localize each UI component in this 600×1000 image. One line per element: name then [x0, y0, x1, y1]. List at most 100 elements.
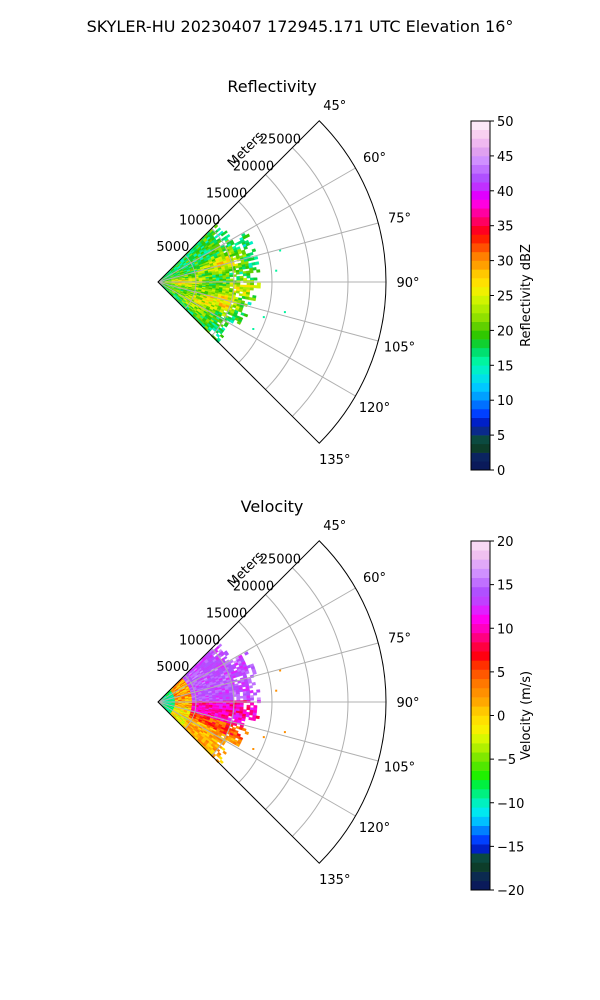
radial-tick-label: 20000	[233, 160, 274, 175]
figure-suptitle: SKYLER-HU 20230407 172945.171 UTC Elevat…	[87, 17, 514, 36]
data-bin	[235, 290, 240, 294]
data-bin	[235, 271, 240, 275]
grid-spoke	[157, 281, 379, 342]
colorbar-tick-label: 5	[497, 429, 505, 444]
panel-title: Velocity	[241, 497, 304, 516]
colorbar-segment	[471, 452, 490, 462]
data-bin	[216, 227, 222, 232]
colorbar-segment	[471, 164, 490, 174]
data-bin	[212, 279, 217, 282]
data-bin	[222, 655, 228, 660]
colorbar-segment	[471, 706, 490, 716]
colorbar-segment	[471, 715, 490, 725]
radial-tick-label: 15000	[206, 186, 247, 201]
data-bin	[246, 695, 251, 699]
colorbar-segment	[471, 347, 490, 357]
colorbar-segment	[471, 269, 490, 279]
data-bin	[248, 716, 253, 721]
data-bin	[225, 276, 231, 280]
colorbar-segment	[471, 614, 490, 624]
radial-tick-label: 25000	[260, 553, 301, 568]
data-bin	[247, 301, 252, 306]
data-bin	[241, 718, 246, 722]
data-bin	[235, 742, 241, 748]
data-bin	[238, 689, 244, 693]
radial-tick-label: 20000	[233, 580, 274, 595]
data-bin	[229, 278, 234, 281]
colorbar-label: Reflectivity dBZ	[519, 244, 534, 347]
data-bin	[222, 698, 227, 702]
grid-spoke	[157, 642, 379, 703]
radial-tick-label: 5000	[156, 240, 189, 255]
colorbar-segment	[471, 880, 490, 891]
data-bin	[245, 670, 250, 675]
data-bin	[252, 748, 255, 750]
colorbar-segment	[471, 295, 490, 305]
data-bin	[239, 278, 244, 281]
data-bin	[212, 699, 217, 702]
data-bin	[253, 277, 258, 281]
colorbar-segment	[471, 568, 490, 579]
data-bin	[220, 746, 226, 752]
colorbar-segment	[471, 461, 490, 471]
colorbar-segment	[471, 408, 490, 418]
reflectivity-panel: Reflectivity45°60°75°90°105°120°135°5000…	[156, 77, 534, 479]
colorbar-segment	[471, 724, 490, 735]
data-bin	[251, 717, 257, 722]
colorbar-segment	[471, 321, 490, 331]
data-bin	[229, 319, 235, 324]
data-bin	[253, 256, 259, 260]
colorbar-segment	[471, 121, 490, 131]
radial-tick-label: 5000	[156, 660, 189, 675]
colorbar-segment	[471, 577, 490, 588]
data-bin	[225, 233, 231, 239]
colorbar-tick-label: 40	[497, 185, 514, 200]
data-bin	[229, 282, 234, 285]
data-bin	[246, 272, 251, 277]
colorbar-segment	[471, 190, 490, 200]
angle-tick-label: 45°	[323, 519, 346, 534]
data-bin	[245, 714, 250, 718]
colorbar-segment	[471, 862, 490, 872]
data-bin	[224, 652, 230, 657]
colorbar-tick-label: 10	[497, 394, 514, 409]
data-bin	[243, 277, 248, 281]
data-bin	[222, 750, 227, 755]
colorbar-label: Velocity (m/s)	[519, 671, 534, 760]
colorbar-segment	[471, 155, 490, 165]
colorbar-tick-label: 30	[497, 255, 514, 270]
data-bin	[246, 275, 251, 279]
data-bin	[251, 297, 257, 302]
grid-spoke	[157, 222, 379, 283]
data-bin	[223, 230, 228, 235]
data-bin	[243, 313, 249, 318]
data-bin	[228, 268, 233, 272]
colorbar-segment	[471, 697, 490, 707]
data-bin	[229, 284, 234, 287]
data-bin	[239, 275, 244, 279]
colorbar-segment	[471, 330, 490, 340]
grid-spoke	[157, 281, 356, 397]
colorbar-segment	[471, 825, 490, 836]
colorbar-segment	[471, 834, 490, 845]
data-bin	[242, 727, 247, 732]
angle-tick-label: 60°	[363, 571, 386, 586]
colorbar-segment	[471, 623, 490, 634]
data-bin	[256, 269, 261, 273]
data-bin	[254, 261, 260, 266]
data-bin	[279, 669, 282, 672]
colorbar-tick-label: 5	[497, 666, 505, 681]
colorbar-segment	[471, 559, 490, 569]
data-bin	[244, 731, 250, 736]
colorbar-segment	[471, 312, 490, 322]
colorbar-segment	[471, 798, 490, 808]
data-bin	[236, 278, 241, 281]
colorbar-segment	[471, 147, 490, 157]
colorbar-segment	[471, 853, 490, 863]
angle-tick-label: 90°	[396, 276, 419, 291]
data-bin	[213, 224, 219, 229]
colorbar-tick-label: 20	[497, 535, 514, 550]
colorbar-tick-label: 10	[497, 622, 514, 637]
data-bin	[248, 685, 253, 689]
